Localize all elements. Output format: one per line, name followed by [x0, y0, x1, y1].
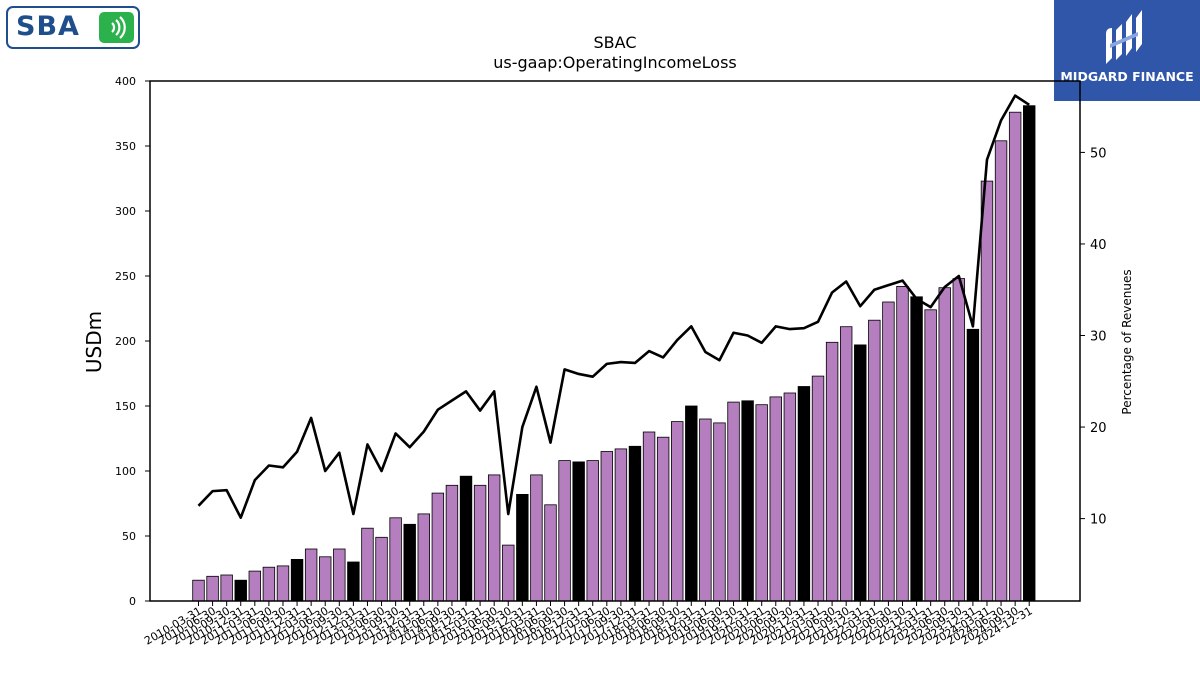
bar [910, 296, 923, 602]
bar [797, 386, 811, 602]
bar [727, 401, 740, 602]
bar [502, 544, 515, 602]
bar [572, 461, 585, 602]
bar [333, 548, 346, 602]
bar [586, 460, 599, 602]
bar [431, 492, 445, 602]
bar [206, 575, 219, 602]
bar [966, 328, 980, 602]
bar [375, 536, 388, 602]
y-tick-label: 200 [115, 335, 136, 348]
y-tick-label: 400 [115, 75, 136, 88]
y-tick-label: 150 [115, 400, 136, 413]
bar [614, 448, 628, 602]
bar [783, 392, 797, 602]
signal-icon [99, 12, 134, 43]
bar [262, 566, 276, 602]
y2-axis-label: Percentage of Revenues [1120, 269, 1134, 414]
bar-series [192, 105, 1036, 602]
sba-logo: SBA [6, 6, 140, 49]
y-tick-label: 300 [115, 205, 136, 218]
bar [417, 513, 430, 602]
axes: 05010015020025030035040010203040502010-0… [115, 75, 1107, 648]
bar [896, 285, 909, 602]
bar [389, 517, 402, 602]
bar [516, 493, 529, 602]
bar [445, 484, 459, 602]
bar [699, 418, 712, 602]
bar [1008, 111, 1022, 602]
y-tick-label: 50 [122, 530, 136, 543]
bar [713, 422, 726, 602]
y-axis-label: USDm [82, 311, 106, 373]
bar [980, 180, 994, 602]
percentage-line [197, 94, 1030, 519]
bar [544, 504, 557, 602]
bar [473, 484, 487, 602]
bar [854, 344, 867, 602]
bar [304, 548, 318, 602]
bar [487, 474, 501, 602]
bar [671, 421, 684, 602]
bar [403, 523, 416, 602]
bar [811, 375, 825, 602]
y-tick-label: 350 [115, 140, 136, 153]
bar [530, 474, 543, 602]
bar [924, 309, 937, 602]
bar [825, 341, 839, 602]
bar [769, 396, 782, 602]
bar [347, 561, 360, 602]
bar [220, 574, 233, 602]
y2-tick-label: 30 [1090, 330, 1107, 345]
bar [685, 405, 698, 602]
y-tick-label: 250 [115, 270, 136, 283]
bar [755, 404, 768, 602]
bar [361, 527, 374, 602]
y2-tick-label: 20 [1090, 421, 1107, 436]
midgard-logo-text: MIDGARD FINANCE [1060, 69, 1194, 84]
bar [290, 559, 304, 602]
bar [868, 319, 881, 602]
chart-title: SBAC [594, 33, 637, 52]
bar [882, 301, 895, 602]
bar [741, 400, 754, 602]
bar [234, 579, 247, 602]
bar [248, 570, 262, 602]
midgard-mark-icon [1106, 10, 1142, 64]
bar [319, 556, 332, 602]
line-series [197, 94, 1030, 519]
sba-logo-text: SBA [16, 11, 80, 42]
bar [952, 278, 966, 602]
bar [459, 475, 473, 602]
bar [642, 431, 656, 602]
bar [938, 287, 951, 602]
bar [600, 451, 614, 602]
bar [839, 326, 853, 602]
y2-tick-label: 40 [1090, 238, 1107, 253]
bar [628, 445, 642, 602]
bar [558, 460, 571, 602]
bar [192, 579, 205, 602]
bar [276, 565, 290, 602]
bar [1023, 105, 1036, 602]
y-tick-label: 100 [115, 465, 136, 478]
y2-tick-label: 50 [1090, 146, 1107, 161]
y-tick-label: 0 [129, 595, 136, 608]
y2-tick-label: 10 [1090, 513, 1107, 528]
bar [994, 140, 1008, 602]
midgard-finance-logo: MIDGARD FINANCE [1054, 0, 1200, 101]
chart-subtitle: us-gaap:OperatingIncomeLoss [493, 53, 737, 72]
bar [656, 436, 670, 602]
